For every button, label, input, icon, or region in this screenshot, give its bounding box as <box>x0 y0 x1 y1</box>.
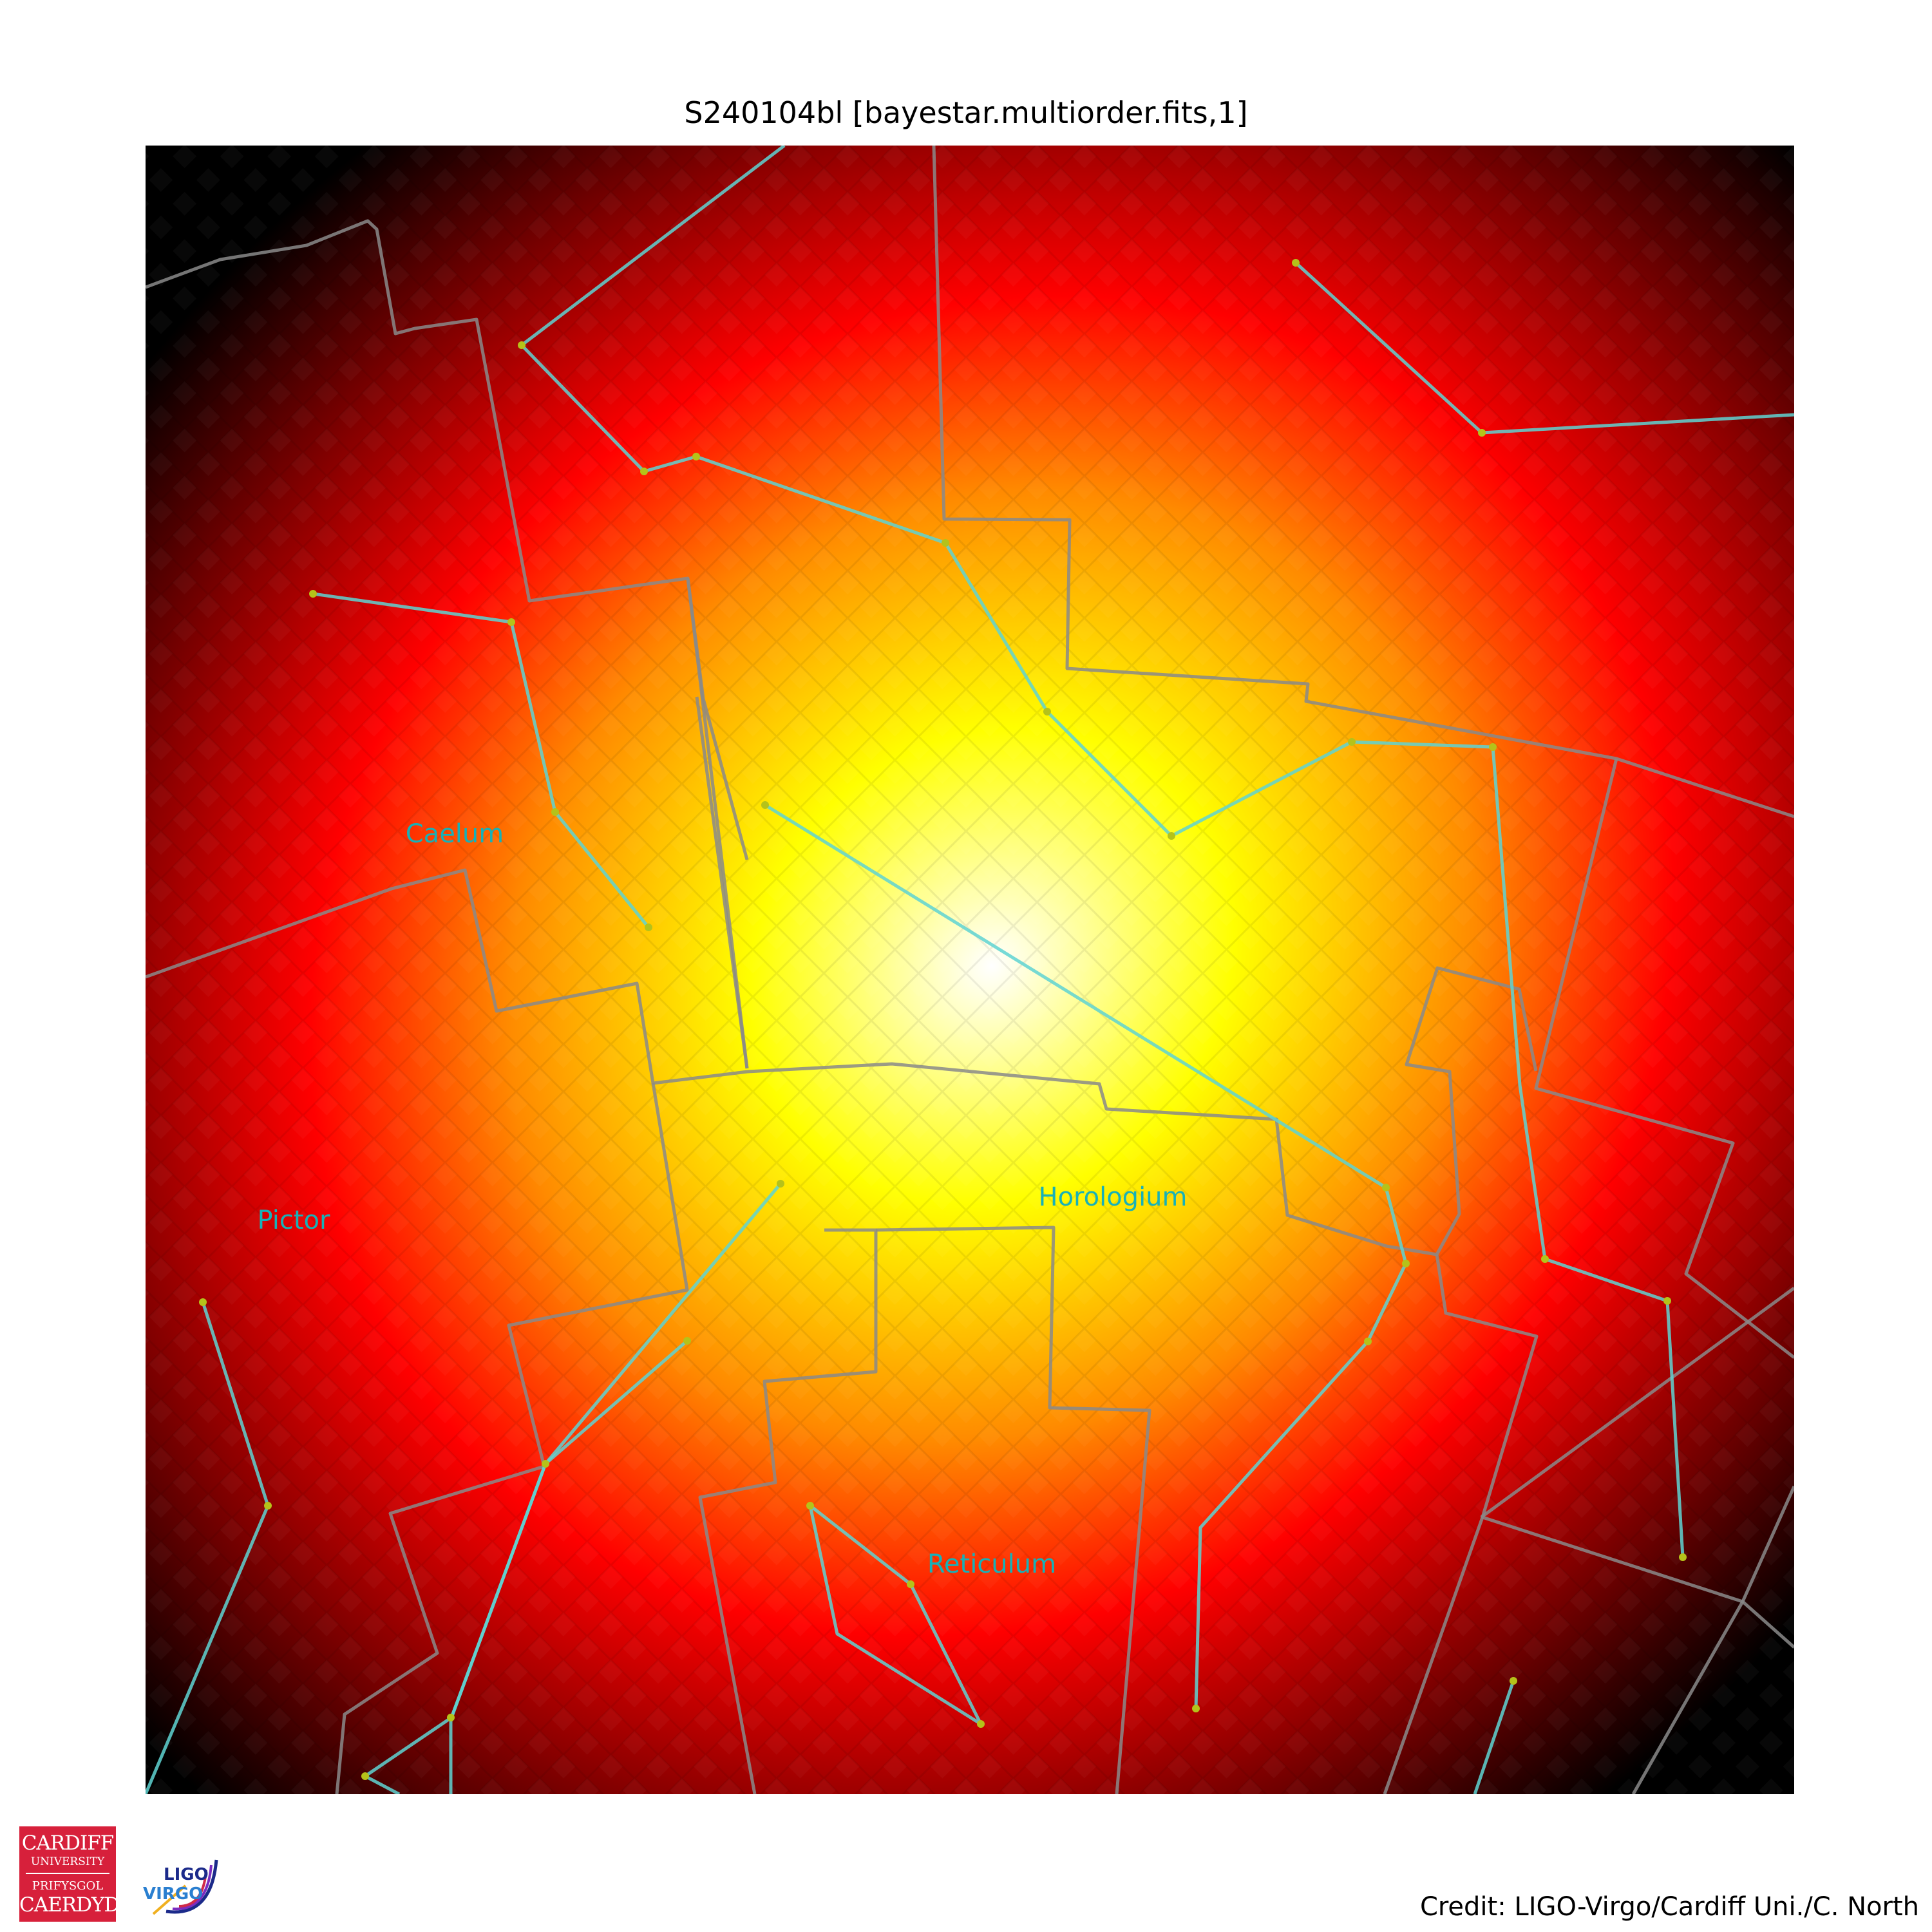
figure-line-9 <box>520 146 786 346</box>
figure-line-1 <box>764 803 1408 1709</box>
figure-line-2 <box>520 344 1685 1558</box>
star-9 <box>1541 1255 1549 1263</box>
figure-line-7 <box>449 1340 688 1794</box>
cardiff-logo-line1: CARDIFF <box>21 1832 115 1855</box>
star-24 <box>907 1580 914 1588</box>
star-31 <box>199 1298 207 1306</box>
star-8 <box>1489 743 1497 751</box>
star-7 <box>1348 738 1356 746</box>
star-17 <box>1382 1184 1390 1191</box>
ligo-virgo-logo: LIGO VIRGO <box>140 1847 231 1919</box>
star-19 <box>1364 1338 1372 1345</box>
star-4 <box>942 539 949 547</box>
star-21 <box>1292 259 1300 267</box>
star-11 <box>1679 1553 1687 1561</box>
star-30 <box>361 1772 369 1780</box>
star-28 <box>542 1460 549 1468</box>
star-16 <box>761 801 769 809</box>
boundary-line-7 <box>686 578 749 1069</box>
boundary-line-2 <box>146 868 1538 1256</box>
star-20 <box>1192 1705 1200 1712</box>
boundary-line-6 <box>335 1083 689 1794</box>
constellation-stars <box>199 259 1687 1780</box>
star-1 <box>518 341 526 349</box>
star-5 <box>1043 708 1051 715</box>
boundary-line-3 <box>932 146 1794 819</box>
virgo-text: VIRGO <box>143 1884 204 1904</box>
figure-line-3 <box>312 592 650 929</box>
cardiff-university-logo: CARDIFF UNIVERSITY PRIFYSGOL CAERDYD <box>19 1826 120 1922</box>
star-13 <box>507 618 515 626</box>
boundary-line-11 <box>1383 1517 1484 1794</box>
figure-line-11 <box>364 1774 401 1794</box>
cardiff-logo-line3: PRIFYSGOL <box>32 1879 104 1893</box>
constellation-boundaries <box>146 146 1794 1794</box>
boundary-line-4 <box>1534 758 1794 1359</box>
star-10 <box>1663 1297 1671 1305</box>
star-2 <box>640 468 648 475</box>
boundary-line-14 <box>1480 1286 1794 1519</box>
boundary-line-13 <box>1631 1600 1745 1794</box>
ligo-text: LIGO <box>164 1865 209 1884</box>
label-reticulum: Reticulum <box>927 1549 1056 1579</box>
map-title: S240104bl [bayestar.multiorder.fits,1] <box>684 95 1248 130</box>
star-18 <box>1402 1260 1410 1267</box>
boundary-line-12 <box>1741 1485 1794 1603</box>
star-14 <box>551 808 559 816</box>
label-pictor: Pictor <box>258 1206 331 1235</box>
credit-text: Credit: LIGO-Virgo/Cardiff Uni./C. North <box>1419 1892 1919 1922</box>
star-33 <box>1510 1677 1517 1685</box>
star-26 <box>777 1180 784 1188</box>
label-caelum: Caelum <box>406 819 504 849</box>
star-32 <box>264 1502 272 1510</box>
star-25 <box>977 1720 985 1728</box>
cardiff-logo-line2: UNIVERSITY <box>30 1855 105 1868</box>
constellation-labels: Caelum Pictor Horologium Reticulum <box>258 819 1188 1579</box>
healpix-grid <box>146 146 1794 1794</box>
star-15 <box>645 923 652 931</box>
ligo-arcs-icon <box>152 1859 218 1915</box>
cardiff-logo-line4: CAERDYD <box>19 1893 120 1917</box>
label-horologium: Horologium <box>1039 1182 1188 1212</box>
star-3 <box>692 453 700 460</box>
star-29 <box>447 1714 455 1721</box>
star-6 <box>1168 832 1175 840</box>
figure-line-10 <box>1473 1680 1515 1794</box>
boundary-line-9 <box>875 1226 1151 1794</box>
boundary-line-10 <box>1435 1254 1794 1649</box>
star-22 <box>1478 429 1486 437</box>
star-23 <box>806 1502 814 1510</box>
star-12 <box>309 590 317 598</box>
star-27 <box>683 1337 691 1345</box>
